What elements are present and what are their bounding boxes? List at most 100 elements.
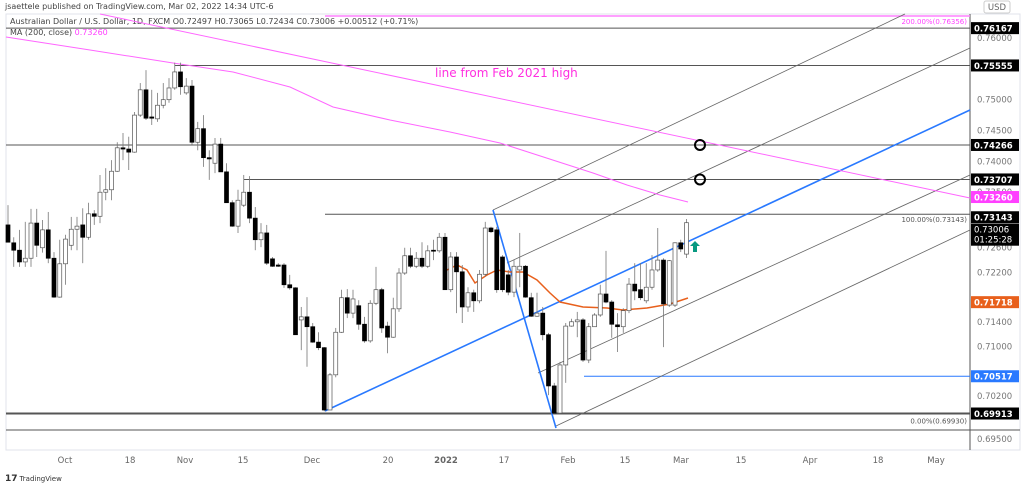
candle-bearish [615,324,620,328]
candle-bearish [218,143,224,173]
candle-bullish [649,269,655,288]
candle-bearish [264,232,270,264]
candle-bullish [235,199,241,227]
channel-line [492,13,906,211]
x-tick-label: Mar [673,456,690,466]
candle-bullish [597,293,603,316]
level-price-tag-bg [971,22,1019,35]
x-tick-label: Oct [58,456,73,466]
candle-bearish [523,265,528,298]
candle-bullish [425,250,431,267]
candle-bearish [609,301,615,325]
candle-bearish [344,297,350,314]
candle-bullish [155,104,160,120]
candle-bullish [195,128,201,143]
y-tick-label: 0.71000 [977,342,1012,352]
candle-bearish [143,89,149,119]
level-price-tag: 0.70517 [974,373,1013,383]
candle-bearish [270,258,275,267]
ma200-price-tag-bg [971,191,1019,204]
candle-bullish [333,331,339,376]
candle-bullish [40,229,45,249]
candle-bearish [189,85,195,143]
candle-bearish [632,283,638,292]
candle-bullish [569,321,574,327]
level-price-tag: 0.73707 [974,176,1013,186]
candle-bullish [172,71,178,89]
candle-bullish [373,289,379,304]
candle-bullish [557,364,563,414]
candle-bullish [109,170,114,191]
fib-200-label: 200.00%(0.76356) [901,18,967,26]
channel-line [555,229,971,427]
candle-bearish [505,274,511,293]
candle-bullish [684,222,689,255]
candle-bullish [22,257,28,263]
candle-bullish [166,87,172,101]
symbol-name: Australian Dollar / U.S. Dollar, 1D, FXC… [10,17,171,26]
candle-bearish [494,229,500,291]
candle-bearish [281,264,287,286]
candle-bullish [258,232,264,241]
candle-bearish [201,128,206,159]
candle-bearish [362,323,367,342]
candle-bearish [603,293,609,303]
candle-bullish [63,238,68,265]
candle-bullish [97,191,103,217]
level-price-tag: 0.73143 [974,214,1013,224]
candle-bearish [540,312,546,336]
candle-bearish [91,213,97,217]
candle-bullish [413,257,419,267]
candle-bullish [517,265,523,271]
currency-badge-bg [983,0,1011,14]
up-arrow-icon [690,241,700,252]
candle-bullish [482,227,488,275]
x-tick-label: 2022 [434,456,458,466]
channel-line [506,47,971,264]
candle-bullish [655,259,661,271]
fib-0-label: 0.00%(0.69930) [910,418,967,426]
candle-bullish [436,236,442,252]
x-tick-label: 15 [620,456,631,466]
level-price-tag: 0.75555 [974,62,1013,72]
candle-bullish [563,325,569,366]
ma200-line [5,36,689,203]
candle-bearish [661,259,666,305]
candle-bearish [379,289,385,329]
level-price-tag-bg [971,138,1019,151]
fib-100-label: 100.00%(0.73143) [901,216,967,224]
x-tick-label: 17 [499,456,510,466]
y-tick-label: 0.69500 [977,435,1012,445]
target-circle [694,173,706,186]
x-tick-label: Feb [560,456,575,466]
y-tick-label: 0.74500 [977,127,1012,137]
ma-legend[interactable]: MA (200, close) 0.73260 [10,28,108,37]
bar-countdown: 01:25:28 [974,236,1012,246]
candle-bullish [74,225,80,230]
x-tick-label: Nov [177,456,194,466]
candle-bullish [212,143,218,164]
candle-bullish [28,222,34,259]
y-tick-label: 0.71400 [977,318,1012,328]
candle-bullish [137,89,143,116]
candle-bearish [310,326,316,343]
candle-bullish [626,283,632,312]
ma200-price-tag: 0.73260 [974,194,1013,204]
candle-bullish [57,263,63,298]
candle-bearish [287,284,293,289]
x-tick-label: 20 [383,456,394,466]
candle-bullish [86,213,91,238]
symbol-legend: Australian Dollar / U.S. Dollar, 1D, FXC… [10,17,418,26]
candle-bullish [327,374,333,411]
candle-bearish [321,347,327,411]
candle-bearish [293,287,298,336]
target-circle [694,138,706,151]
blue-trendline [324,109,971,412]
last-price-tag: 0.73006 [974,226,1009,236]
candle-bearish [500,256,505,291]
candle-bullish [534,312,540,317]
trendline-annotation: line from Feb 2021 high [435,66,578,80]
level-price-tag-bg [971,370,1019,383]
candle-bearish [11,242,17,251]
